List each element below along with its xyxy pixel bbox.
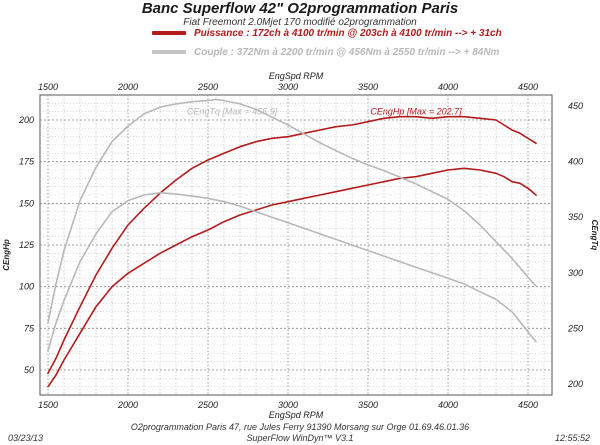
max-annotation-1: CEngHp [Max = 202.7] bbox=[370, 107, 462, 117]
x-tick-label-bottom: 2500 bbox=[197, 400, 218, 410]
x-tick-label-top: 3500 bbox=[358, 82, 378, 92]
y-right-tick-label: 200 bbox=[567, 379, 583, 389]
x-tick-label-top: 2500 bbox=[197, 82, 218, 92]
chart-subtitle: Fiat Freemont 2.0Mjet 170 modifié o2prog… bbox=[183, 17, 417, 28]
y-right-tick-label: 450 bbox=[568, 101, 583, 111]
chart-title: Banc Superflow 42" O2programmation Paris bbox=[141, 0, 459, 17]
series-group bbox=[47, 98, 537, 388]
y-left-tick-label: 50 bbox=[24, 365, 34, 375]
series-line-3 bbox=[47, 192, 537, 352]
y-right-tick-label: 250 bbox=[567, 323, 583, 333]
footer-software: SuperFlow WinDyn™ V3.1 bbox=[246, 433, 354, 443]
x-tick-label-top: 4500 bbox=[518, 82, 538, 92]
x-tick-label-top: 1500 bbox=[38, 82, 58, 92]
footer-time: 12:55:52 bbox=[554, 433, 590, 443]
legend-entry-power: Puissance : 172ch à 4100 tr/min @ 203ch … bbox=[152, 28, 502, 40]
y-right-axis-label: CEngTq bbox=[590, 220, 599, 251]
x-tick-label-bottom: 3500 bbox=[358, 400, 378, 410]
max-annotation-0: CEngTq [Max = 455.9] bbox=[187, 107, 278, 117]
y-left-tick-label: 200 bbox=[18, 115, 34, 125]
x-tick-label-bottom: 4000 bbox=[438, 400, 458, 410]
x-tick-label-top: 2000 bbox=[117, 82, 138, 92]
footer-date: 03/23/13 bbox=[8, 433, 44, 443]
grid bbox=[39, 94, 553, 396]
legend-label-power: Puissance : 172ch à 4100 tr/min @ 203ch … bbox=[194, 28, 502, 39]
x-axis-label-top: EngSpd RPM bbox=[269, 71, 324, 81]
legend-swatch-torque bbox=[152, 50, 186, 55]
y-left-tick-label: 100 bbox=[19, 282, 34, 292]
y-left-axis-label: CEngHp bbox=[2, 239, 11, 271]
y-right-tick-label: 300 bbox=[568, 268, 583, 278]
y-left-tick-label: 175 bbox=[19, 157, 35, 167]
axes: 1500 1500 2000 2000 2500 2500 3000 3000 3500 3500… bbox=[2, 71, 599, 420]
x-axis-label-bottom: EngSpd RPM bbox=[269, 410, 324, 420]
y-left-tick-label: 150 bbox=[19, 198, 34, 208]
legend-entry-torque: Couple : 372Nm à 2200 tr/min @ 456Nm à 2… bbox=[152, 47, 499, 59]
y-right-tick-label: 400 bbox=[568, 157, 583, 167]
x-tick-label-bottom: 4500 bbox=[518, 400, 538, 410]
legend-label-torque: Couple : 372Nm à 2200 tr/min @ 456Nm à 2… bbox=[194, 47, 500, 58]
x-tick-label-top: 3000 bbox=[278, 82, 298, 92]
series-line-1 bbox=[47, 167, 537, 388]
legend-swatch-power bbox=[152, 31, 186, 36]
series-line-2 bbox=[47, 98, 537, 324]
x-tick-label-bottom: 1500 bbox=[38, 400, 58, 410]
y-left-tick-label: 125 bbox=[19, 240, 35, 250]
x-tick-label-bottom: 2000 bbox=[117, 400, 138, 410]
y-right-tick-label: 350 bbox=[568, 212, 583, 222]
x-tick-label-top: 4000 bbox=[438, 82, 458, 92]
x-tick-label-bottom: 3000 bbox=[278, 400, 298, 410]
footer-address: O2programmation Paris 47, rue Jules Ferr… bbox=[130, 422, 470, 432]
y-left-tick-label: 75 bbox=[24, 323, 35, 333]
